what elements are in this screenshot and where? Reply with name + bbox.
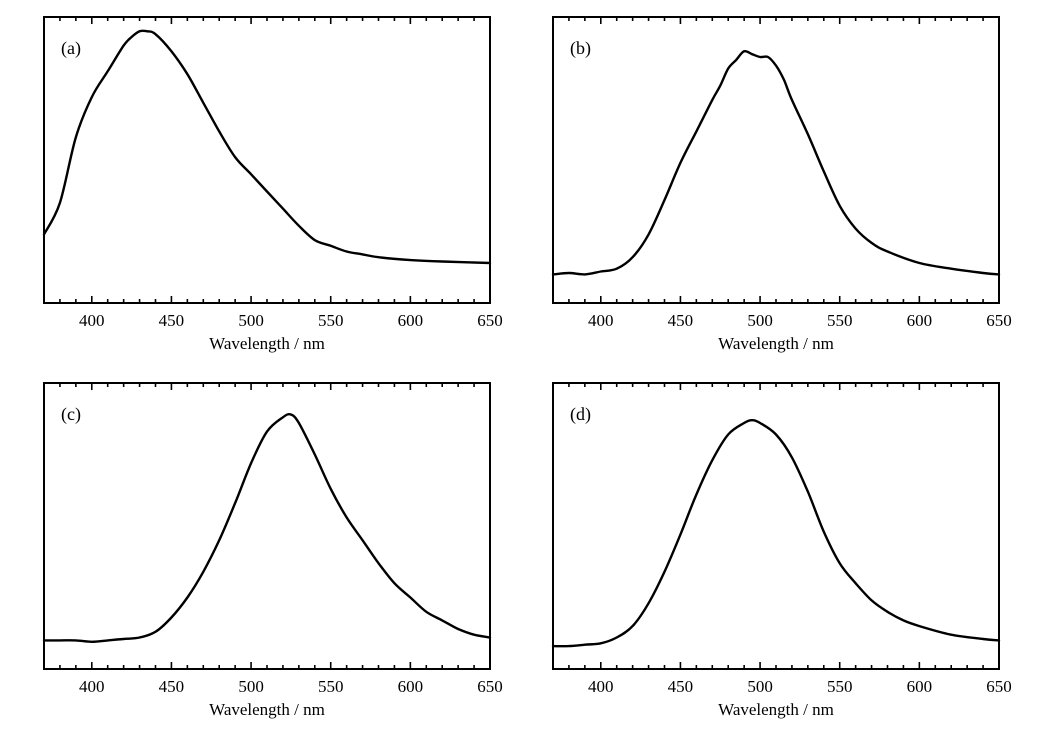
- emission-curve-c: [42, 412, 492, 643]
- x-axis-label: Wavelength / nm: [718, 700, 834, 719]
- plot-frame: [552, 16, 1000, 304]
- x-tick-label: 400: [588, 311, 614, 330]
- x-tick-label: 450: [668, 311, 694, 330]
- plot-frame: [552, 382, 1000, 670]
- x-tick-label: 600: [398, 311, 424, 330]
- x-tick-label: 500: [238, 311, 264, 330]
- x-tick-label: 600: [398, 677, 424, 696]
- x-tick-label: 650: [477, 311, 503, 330]
- emission-curve-a: [42, 29, 492, 265]
- x-tick-label: 550: [318, 677, 344, 696]
- emission-curve-b: [551, 49, 1001, 276]
- panel-a: 400 450 500 550 600 650 Wavelength / nm (a): [42, 16, 503, 353]
- x-tick-label: 400: [79, 311, 105, 330]
- x-tick-label: 650: [986, 311, 1012, 330]
- x-tick-label: 550: [318, 311, 344, 330]
- x-tick-label: 400: [588, 677, 614, 696]
- panel-label: (c): [61, 404, 81, 425]
- x-axis-label: Wavelength / nm: [718, 334, 834, 353]
- panel-label: (a): [61, 38, 81, 59]
- x-tick-label: 500: [238, 677, 264, 696]
- x-tick-label: 500: [747, 311, 773, 330]
- x-tick-label: 550: [827, 677, 853, 696]
- x-tick-label: 450: [159, 311, 185, 330]
- x-tick-label: 500: [747, 677, 773, 696]
- panel-label: (b): [570, 38, 591, 59]
- panel-label: (d): [570, 404, 591, 425]
- x-axis-label: Wavelength / nm: [209, 700, 325, 719]
- x-tick-label: 600: [907, 677, 933, 696]
- x-axis-label: Wavelength / nm: [209, 334, 325, 353]
- panel-c: 400 450 500 550 600 650 Wavelength / nm (c): [42, 382, 503, 719]
- x-tick-label: 450: [668, 677, 694, 696]
- panel-b: 400 450 500 550 600 650 Wavelength / nm (b): [551, 16, 1012, 353]
- emission-curve-d: [551, 419, 1001, 648]
- x-tick-label: 550: [827, 311, 853, 330]
- x-tick-label: 650: [986, 677, 1012, 696]
- x-tick-label: 400: [79, 677, 105, 696]
- panel-d: 400 450 500 550 600 650 Wavelength / nm (d): [551, 382, 1012, 719]
- x-tick-label: 650: [477, 677, 503, 696]
- plot-frame: [43, 382, 491, 670]
- x-tick-label: 450: [159, 677, 185, 696]
- x-tick-label: 600: [907, 311, 933, 330]
